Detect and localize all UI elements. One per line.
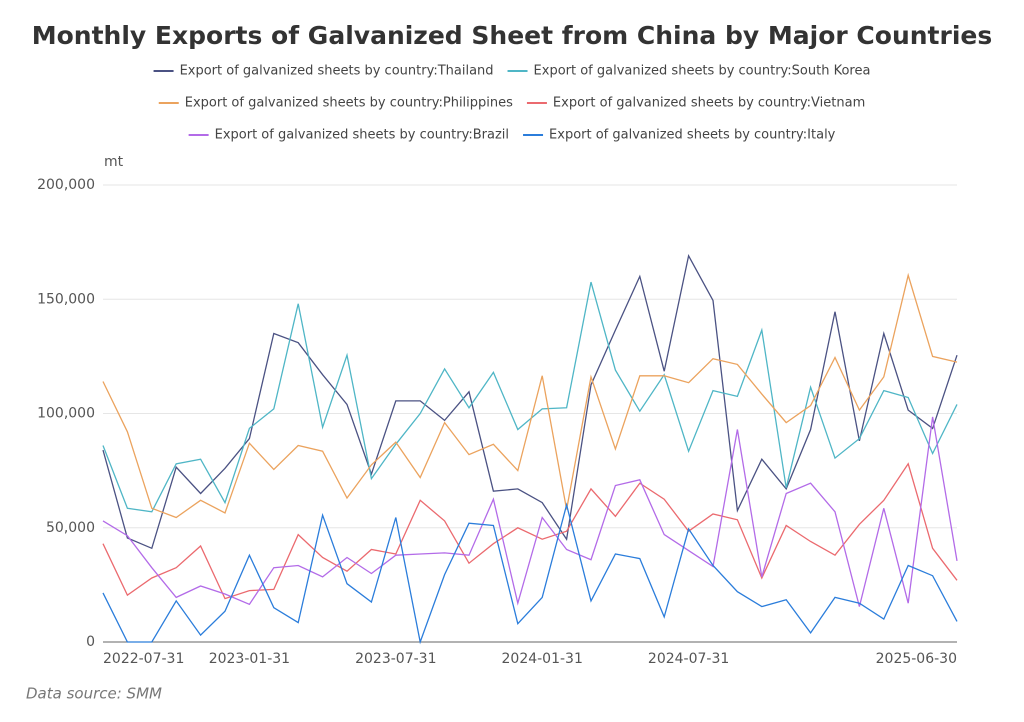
x-tick-label: 2023-07-31: [355, 651, 436, 667]
chart-title: Monthly Exports of Galvanized Sheet from…: [32, 21, 992, 50]
source: Data source: SMM: [26, 685, 162, 703]
legend-label: Export of galvanized sheets by country:B…: [215, 128, 509, 143]
x-tick-label: 2023-01-31: [209, 651, 290, 667]
series-line: [102, 253, 958, 550]
series-line: [102, 502, 958, 645]
legend-label: Export of galvanized sheets by country:I…: [549, 128, 836, 143]
legend-label: Export of galvanized sheets by country:V…: [553, 96, 865, 111]
series-line: [102, 462, 958, 600]
y-tick-label: 150,000: [37, 291, 95, 307]
y-tick-label: 50,000: [46, 520, 95, 536]
x-tick-label: 2024-07-31: [648, 651, 729, 667]
legend-label: Export of galvanized sheets by country:T…: [180, 64, 494, 79]
y-tick-label: 100,000: [37, 406, 95, 422]
series-line: [102, 416, 958, 607]
x-tick-label: 2025-06-30: [876, 651, 957, 667]
series-line: [102, 281, 958, 513]
legend-label: Export of galvanized sheets by country:S…: [534, 64, 871, 79]
x-tick-label: 2024-01-31: [502, 651, 583, 667]
y-tick-label: 200,000: [37, 177, 95, 193]
legend-label: Export of galvanized sheets by country:P…: [185, 96, 513, 111]
series-line: [102, 272, 958, 519]
x-tick-label: 2022-07-31: [103, 651, 184, 667]
y-unit: mt: [104, 154, 124, 170]
y-tick-label: 0: [86, 634, 95, 650]
